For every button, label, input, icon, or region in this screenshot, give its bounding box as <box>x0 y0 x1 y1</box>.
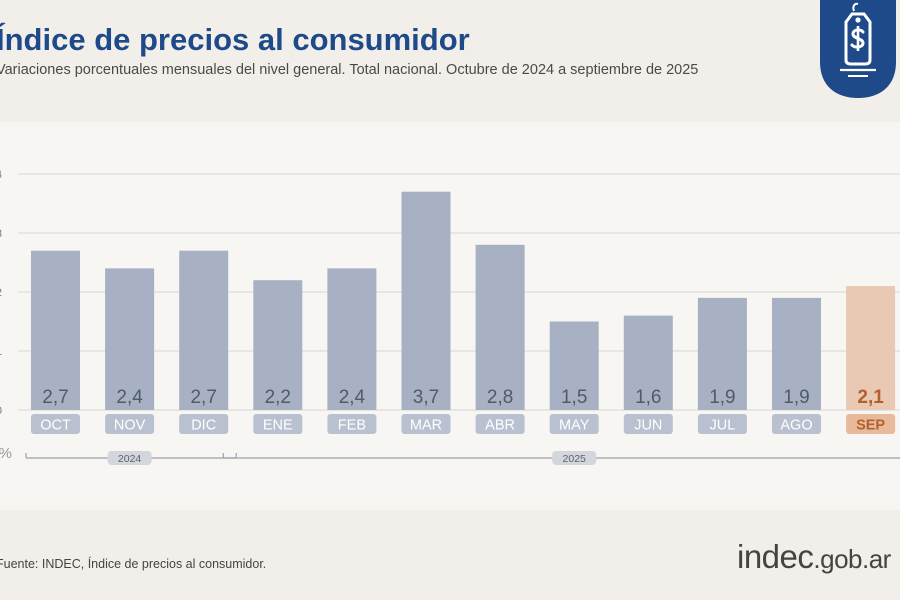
bar <box>401 191 451 410</box>
brand-main: indec <box>737 538 814 575</box>
chart-panel: 4 3 2 1 0% 2,7 OCT 2,4 NOV 2,7 DIC 2,2 ENE 2,4 FEB 3,7 M… <box>0 122 900 510</box>
category-label: DIC <box>191 418 216 434</box>
bar <box>327 268 377 410</box>
category-chip <box>31 414 80 434</box>
bar-value-label: 2,4 <box>116 387 143 408</box>
bar <box>475 244 525 410</box>
bar <box>623 315 673 410</box>
category-chip <box>253 414 303 434</box>
y-tick-label: 0 <box>0 405 2 417</box>
category-label: MAR <box>410 418 442 434</box>
category-label: JUL <box>710 418 736 434</box>
y-tick-label: 2 <box>0 287 2 299</box>
brand-domain: .gob.ar <box>813 544 891 574</box>
year-chip <box>552 451 597 465</box>
bar-value-label: 1,6 <box>635 387 661 408</box>
bar-value-label: 2,7 <box>190 387 216 408</box>
bar-value-label: 2,2 <box>265 387 291 408</box>
category-label: SEP <box>856 418 885 434</box>
bar-value-label: 1,5 <box>561 387 587 408</box>
y-tick-label: 4 <box>0 169 2 181</box>
bar <box>772 297 821 410</box>
bar-value-label: 3,7 <box>413 387 439 408</box>
category-chip <box>623 414 673 434</box>
bar-value-label: 2,1 <box>857 387 884 408</box>
bar-value-label: 1,9 <box>709 387 735 408</box>
category-label: ABR <box>485 418 515 434</box>
page-subtitle: Variaciones porcentuales mensuales del n… <box>0 62 699 78</box>
category-chip <box>697 414 747 434</box>
category-label: MAY <box>559 418 590 434</box>
bar <box>253 280 303 410</box>
bar-chart: 4 3 2 1 0% 2,7 OCT 2,4 NOV 2,7 DIC 2,2 ENE 2,4 FEB 3,7 M… <box>0 169 900 465</box>
category-chip <box>105 414 155 434</box>
bar-value-label: 2,4 <box>339 387 366 408</box>
category-chip <box>327 414 377 434</box>
year-chip <box>107 451 152 465</box>
brand-logo: indec.gob.ar <box>737 538 891 576</box>
category-label: NOV <box>114 418 146 434</box>
category-chip <box>772 414 821 434</box>
bar-value-label: 1,9 <box>783 387 809 408</box>
category-label: OCT <box>40 418 71 434</box>
bar <box>31 250 80 410</box>
category-chip <box>475 414 525 434</box>
price-tag-dollar-icon <box>820 0 896 98</box>
y-axis-unit: % <box>0 445 12 462</box>
category-chip <box>846 414 896 434</box>
category-chip <box>549 414 599 434</box>
y-tick-label: 3 <box>0 228 2 240</box>
category-chip <box>401 414 451 434</box>
bar-value-label: 2,7 <box>42 387 68 408</box>
source-note: Fuente: INDEC, Índice de precios al cons… <box>0 557 267 571</box>
category-label: ENE <box>263 418 293 434</box>
bar <box>179 250 229 410</box>
bar <box>549 321 599 410</box>
category-label: AGO <box>780 418 812 434</box>
year-label: 2025 <box>563 453 587 465</box>
bar <box>105 268 155 410</box>
category-chip <box>179 414 229 434</box>
bar <box>846 286 896 410</box>
category-label: FEB <box>338 418 366 434</box>
page-title: Índice de precios al consumidor <box>0 22 470 57</box>
bar-value-label: 2,8 <box>487 387 513 408</box>
bar <box>697 297 747 410</box>
y-tick-label: 1 <box>0 346 2 358</box>
price-badge <box>816 0 900 105</box>
year-label: 2024 <box>118 453 142 465</box>
category-label: JUN <box>634 418 662 434</box>
